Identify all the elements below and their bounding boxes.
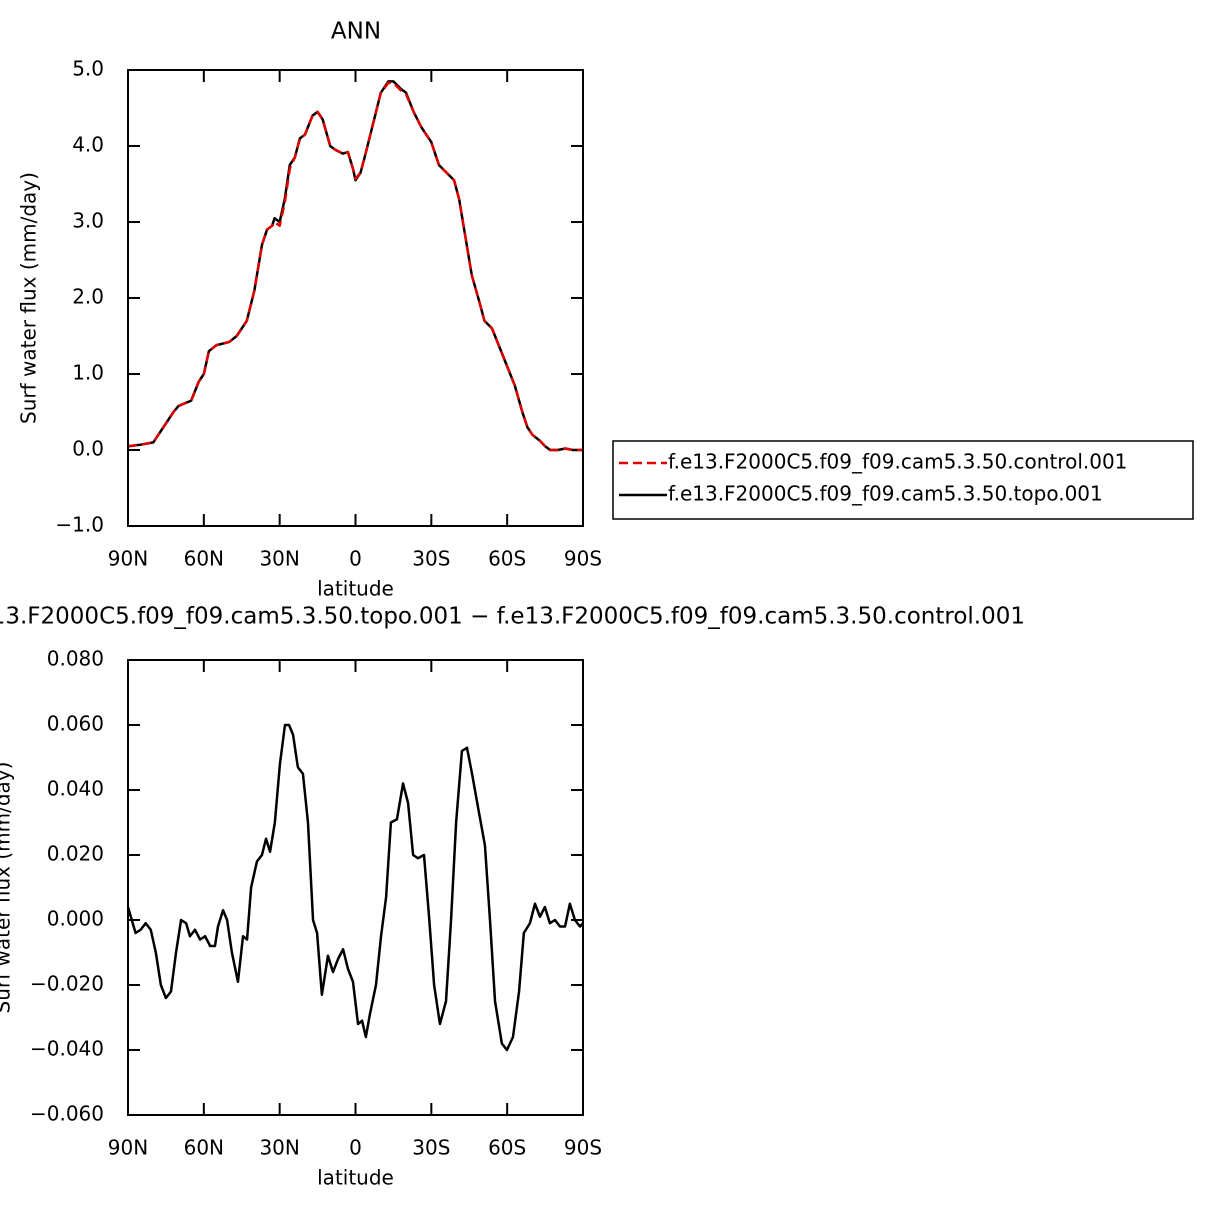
y-tick-label: −1.0 <box>55 513 104 537</box>
y-axis-label: Surf water flux (mm/day) <box>17 172 41 424</box>
x-tick-label: 60N <box>184 1136 224 1160</box>
y-tick-label: 2.0 <box>72 285 104 309</box>
y-tick-label: 0.060 <box>47 712 104 736</box>
y-tick-label: 0.040 <box>47 777 104 801</box>
plot-frame <box>127 69 584 527</box>
legend-label: f.e13.F2000C5.f09_f09.cam5.3.50.control.… <box>668 450 1127 474</box>
x-tick-label: 30S <box>412 547 450 571</box>
x-tick-label: 60S <box>488 1136 526 1160</box>
chart-title: ANN <box>331 19 381 45</box>
x-tick-label: 0 <box>349 1136 362 1160</box>
y-tick-label: −0.040 <box>30 1037 104 1061</box>
x-tick-label: 0 <box>349 547 362 571</box>
x-tick-label: 90N <box>108 1136 148 1160</box>
legend-box <box>612 440 1194 520</box>
data-line <box>126 723 584 1052</box>
y-tick-label: 0.0 <box>72 437 104 461</box>
x-axis-label: latitude <box>317 1166 394 1190</box>
x-tick-label: 60N <box>184 547 224 571</box>
y-tick-label: 0.000 <box>47 907 104 931</box>
x-tick-label: 90S <box>564 547 602 571</box>
x-tick-label: 30S <box>412 1136 450 1160</box>
x-tick-label: 30N <box>259 1136 299 1160</box>
y-axis-label: Surf water flux (mm/day) <box>0 762 15 1014</box>
plot-frame <box>127 659 584 1116</box>
x-tick-label: 90S <box>564 1136 602 1160</box>
legend-label: f.e13.F2000C5.f09_f09.cam5.3.50.topo.001 <box>668 482 1103 506</box>
data-line <box>127 80 583 452</box>
y-tick-label: −0.060 <box>30 1102 104 1126</box>
chart-title: f.e13.F2000C5.f09_f09.cam5.3.50.topo.001… <box>0 604 1025 630</box>
y-tick-label: 3.0 <box>72 209 104 233</box>
y-tick-label: 5.0 <box>72 57 104 81</box>
x-tick-label: 90N <box>108 547 148 571</box>
y-tick-label: −0.020 <box>30 972 104 996</box>
x-tick-label: 60S <box>488 547 526 571</box>
x-tick-label: 30N <box>259 547 299 571</box>
y-tick-label: 0.020 <box>47 842 104 866</box>
x-axis-label: latitude <box>317 577 394 601</box>
data-line <box>127 81 583 452</box>
y-tick-label: 4.0 <box>72 133 104 157</box>
y-tick-label: 0.080 <box>47 647 104 671</box>
y-tick-label: 1.0 <box>72 361 104 385</box>
